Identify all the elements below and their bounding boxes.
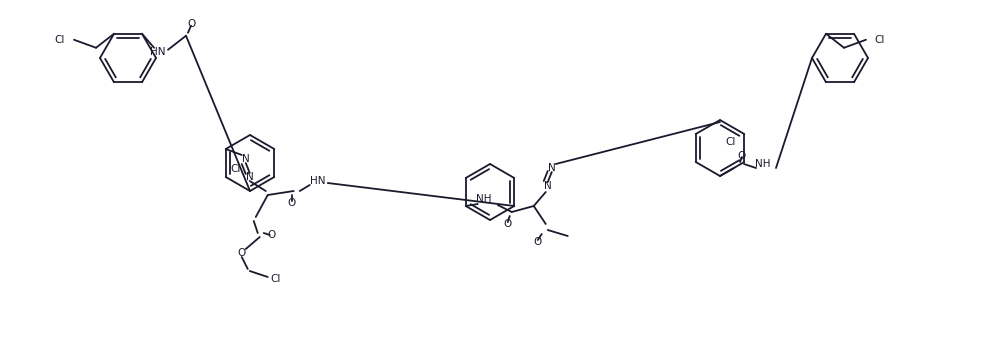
Text: O: O	[533, 237, 542, 247]
Text: O: O	[187, 19, 195, 29]
Text: O: O	[287, 198, 296, 208]
Text: HN: HN	[151, 47, 165, 57]
Text: Cl: Cl	[230, 164, 241, 174]
Text: NH: NH	[756, 159, 770, 169]
Text: N: N	[548, 163, 556, 173]
Text: O: O	[504, 219, 512, 229]
Text: Cl: Cl	[55, 35, 65, 45]
Text: O: O	[237, 248, 246, 258]
Text: O: O	[268, 230, 276, 240]
Text: HN: HN	[310, 176, 326, 186]
Text: Cl: Cl	[875, 35, 886, 45]
Text: N: N	[544, 181, 552, 191]
Text: Cl: Cl	[271, 274, 281, 284]
Text: N: N	[242, 154, 250, 164]
Text: NH: NH	[476, 194, 491, 204]
Text: N: N	[246, 172, 254, 182]
Text: O: O	[738, 151, 746, 161]
Text: Cl: Cl	[725, 137, 735, 147]
